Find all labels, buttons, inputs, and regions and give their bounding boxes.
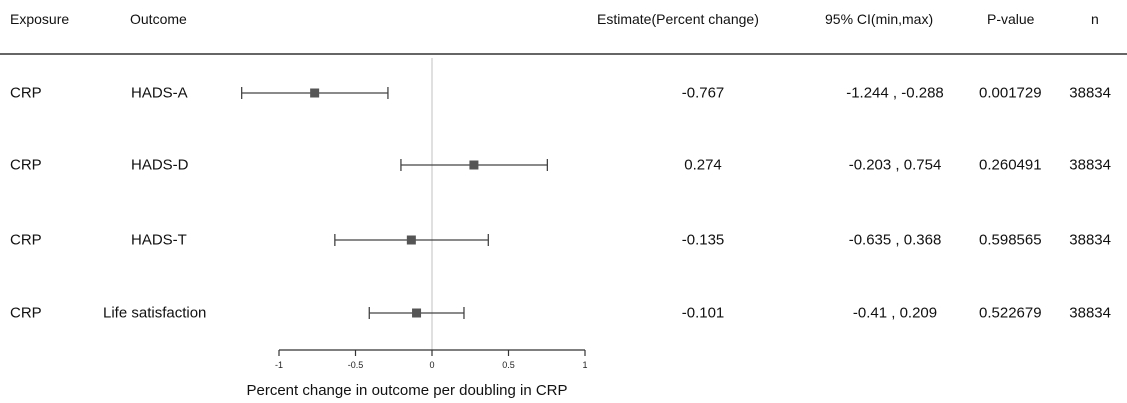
row-n: 38834 [1069,84,1111,102]
estimate-marker [310,88,320,98]
row-estimate: -0.101 [681,304,725,322]
estimate-marker [406,235,416,245]
row-ci: -0.203 , 0.754 [848,156,942,174]
row-n: 38834 [1069,156,1111,174]
header-outcome: Outcome [130,11,187,27]
row-exposure: CRP [10,84,42,102]
row-outcome: Life satisfaction [103,304,207,322]
row-outcome: HADS-A [131,84,188,102]
header-n: n [1091,11,1099,27]
estimate-marker [469,160,479,170]
header-pvalue: P-value [987,11,1035,27]
row-exposure: CRP [10,156,42,174]
header-estimate: Estimate(Percent change) [597,11,759,27]
x-tick-label: -1 [275,360,283,370]
header-exposure: Exposure [10,11,70,27]
x-axis-title: Percent change in outcome per doubling i… [246,382,568,399]
row-ci: -0.41 , 0.209 [852,304,938,322]
row-estimate: -0.135 [681,231,725,249]
x-tick-label: 0.5 [502,360,515,370]
row-n: 38834 [1069,231,1111,249]
row-n: 38834 [1069,304,1111,322]
x-tick-label: 0 [429,360,434,370]
x-tick-label: 1 [582,360,587,370]
row-estimate: -0.767 [681,84,725,102]
row-pvalue: 0.260491 [979,156,1042,174]
row-exposure: CRP [10,231,42,249]
estimate-marker [412,308,422,318]
row-pvalue: 0.598565 [979,231,1042,249]
row-pvalue: 0.001729 [979,84,1042,102]
row-outcome: HADS-D [131,156,189,174]
row-exposure: CRP [10,304,42,322]
row-ci: -1.244 , -0.288 [846,84,944,102]
row-outcome: HADS-T [131,231,187,249]
header-ci: 95% CI(min,max) [825,11,934,27]
x-tick-label: -0.5 [348,360,364,370]
row-estimate: 0.274 [684,156,722,174]
row-ci: -0.635 , 0.368 [848,231,942,249]
row-pvalue: 0.522679 [979,304,1042,322]
